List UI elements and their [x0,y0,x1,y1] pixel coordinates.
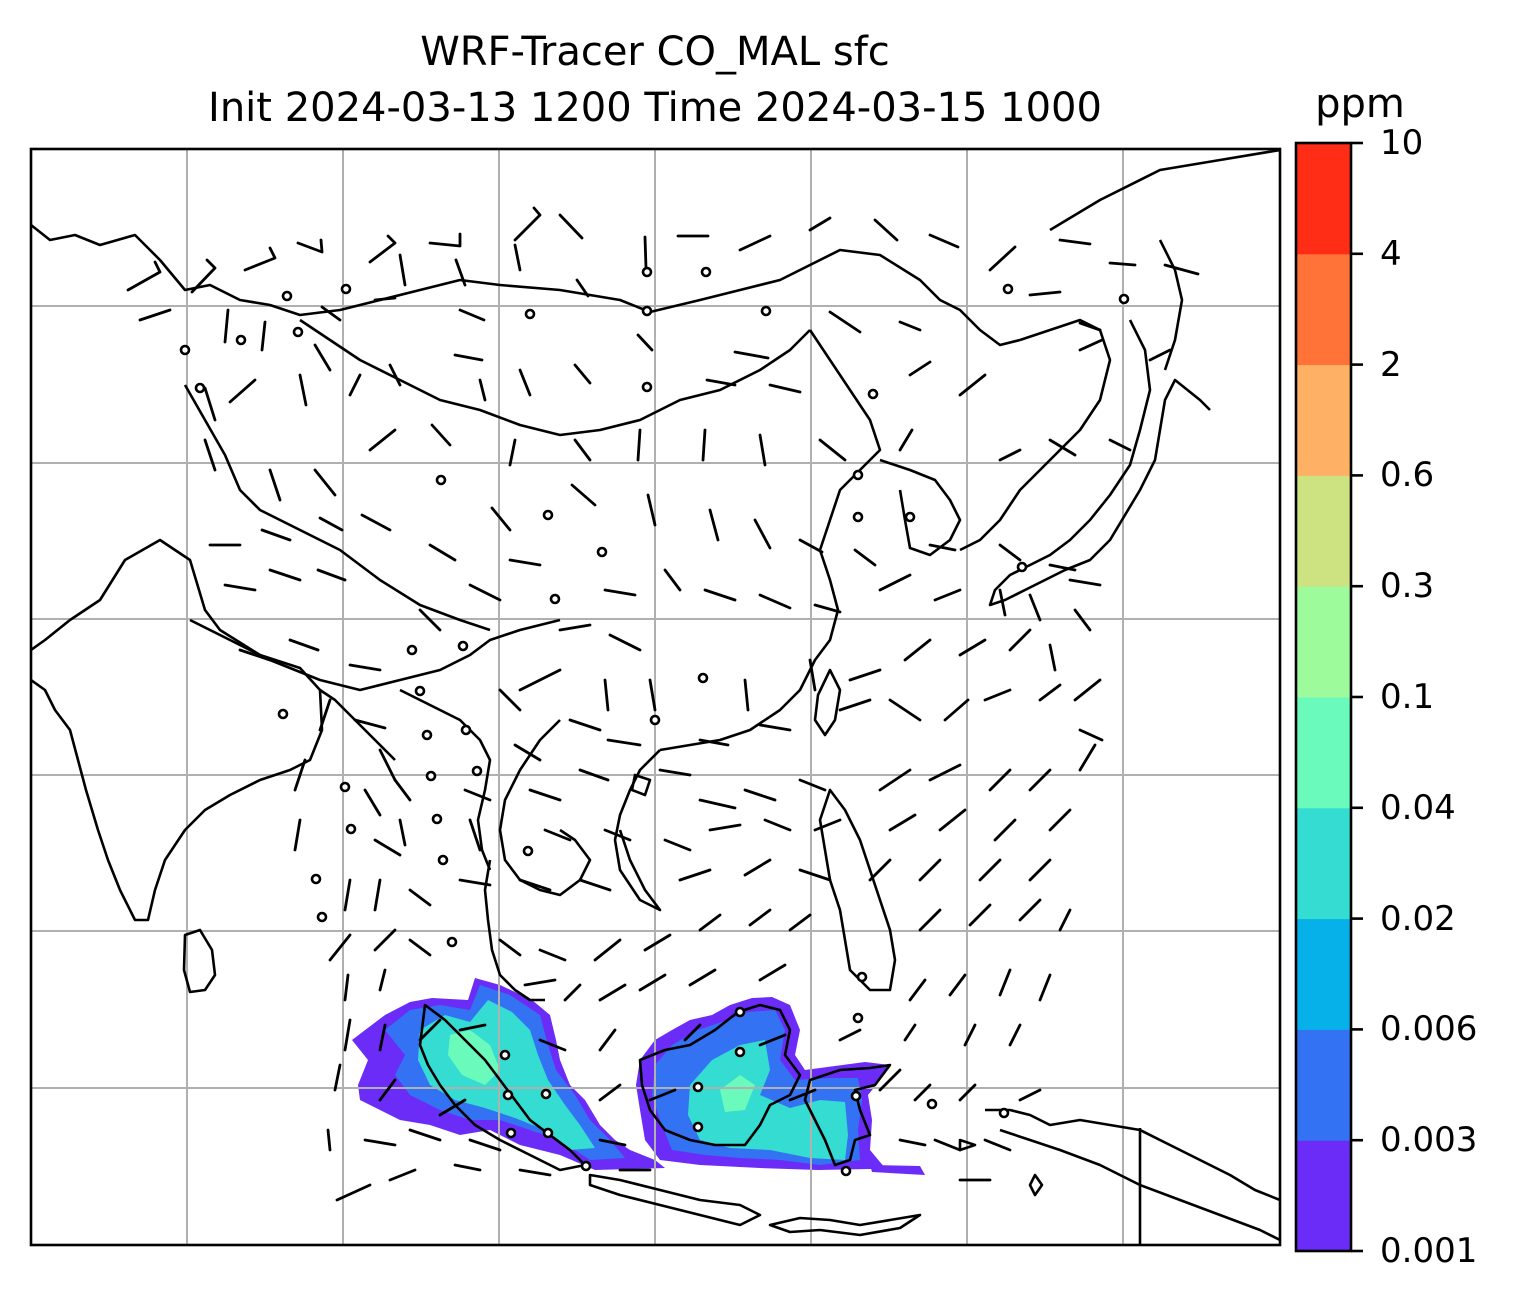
colorbar-tick-label: 0.1 [1380,677,1435,717]
colorbar-segment [1296,918,1351,1030]
border-mongolia [299,318,811,437]
colorbar-tick-label: 0.02 [1380,898,1456,939]
tracer-field [352,978,925,1175]
colorbar-segment [1296,807,1351,920]
colorbar-tick-label: 4 [1380,233,1402,274]
coast-srilanka [182,928,217,994]
colorbar-tick-label: 0.006 [1380,1009,1478,1050]
coast-nusa [768,1213,922,1237]
colorbar-segment [1296,143,1351,255]
colorbar [1296,141,1363,1253]
colorbar-unit-label: ppm [1315,81,1405,127]
colorbar-tick-label: 0.04 [1380,787,1456,828]
map-gridlines [31,149,1280,1245]
wind-calm-markers [179,266,1130,1177]
coast-borneo [638,1003,802,1147]
colorbar-tick-label: 0.6 [1380,455,1435,496]
coastlines [31,149,1280,1245]
coast-taiwan [813,668,842,737]
coast-bay-bengal [319,688,396,761]
coast-india [31,538,324,922]
coast-east-china [659,329,882,752]
coast-manchuria [959,318,1112,552]
tracer-borneo-inner [688,1040,848,1160]
coast-hainan [630,773,652,797]
coast-japan [988,319,1211,607]
title-line-2: Init 2024-03-13 1200 Time 2024-03-15 100… [208,85,1102,131]
coast-java [588,1173,762,1227]
colorbar-tick-label: 0.003 [1380,1120,1478,1161]
colorbar-segment [1296,364,1351,476]
colorbar-tick-label: 2 [1380,344,1402,385]
colorbar-segment [1296,475,1351,587]
colorbar-segment [1296,253,1351,366]
colorbar-tick-label: 10 [1380,123,1424,163]
border-china-west [183,384,491,632]
colorbar-tick-label: 0.001 [1380,1231,1478,1271]
tracer-borneo-core [720,1075,755,1112]
coast-burma [399,688,492,871]
tracer-java-strip [870,1165,925,1175]
tracer-sumatra-core [448,1030,500,1085]
coast-small-island [1028,1173,1044,1197]
map-frame [29,147,1282,1247]
coast-korea [879,458,962,557]
colorbar-frame [1294,141,1353,1253]
border-himalaya [189,618,561,692]
colorbar-segment [1296,697,1351,809]
coast-new-guinea [985,1108,1280,1202]
coast-malay-peninsula [483,859,545,1002]
colorbar-segment [1296,1140,1351,1252]
colorbar-segment [1296,586,1351,698]
colorbar-segment [1296,1029,1351,1141]
coast-timor [958,1138,977,1152]
coast-sulawesi [803,1063,892,1167]
border-north [31,223,1021,347]
wind-barbs [126,206,1200,1202]
colorbar-tick-label: 0.3 [1380,566,1435,607]
coast-philippines [818,788,897,992]
coast-russia-east [1049,149,1280,232]
coast-sakhalin [1158,239,1184,371]
title-line-1: WRF-Tracer CO_MAL sfc [420,29,890,75]
coast-new-guinea-south [999,1128,1280,1242]
